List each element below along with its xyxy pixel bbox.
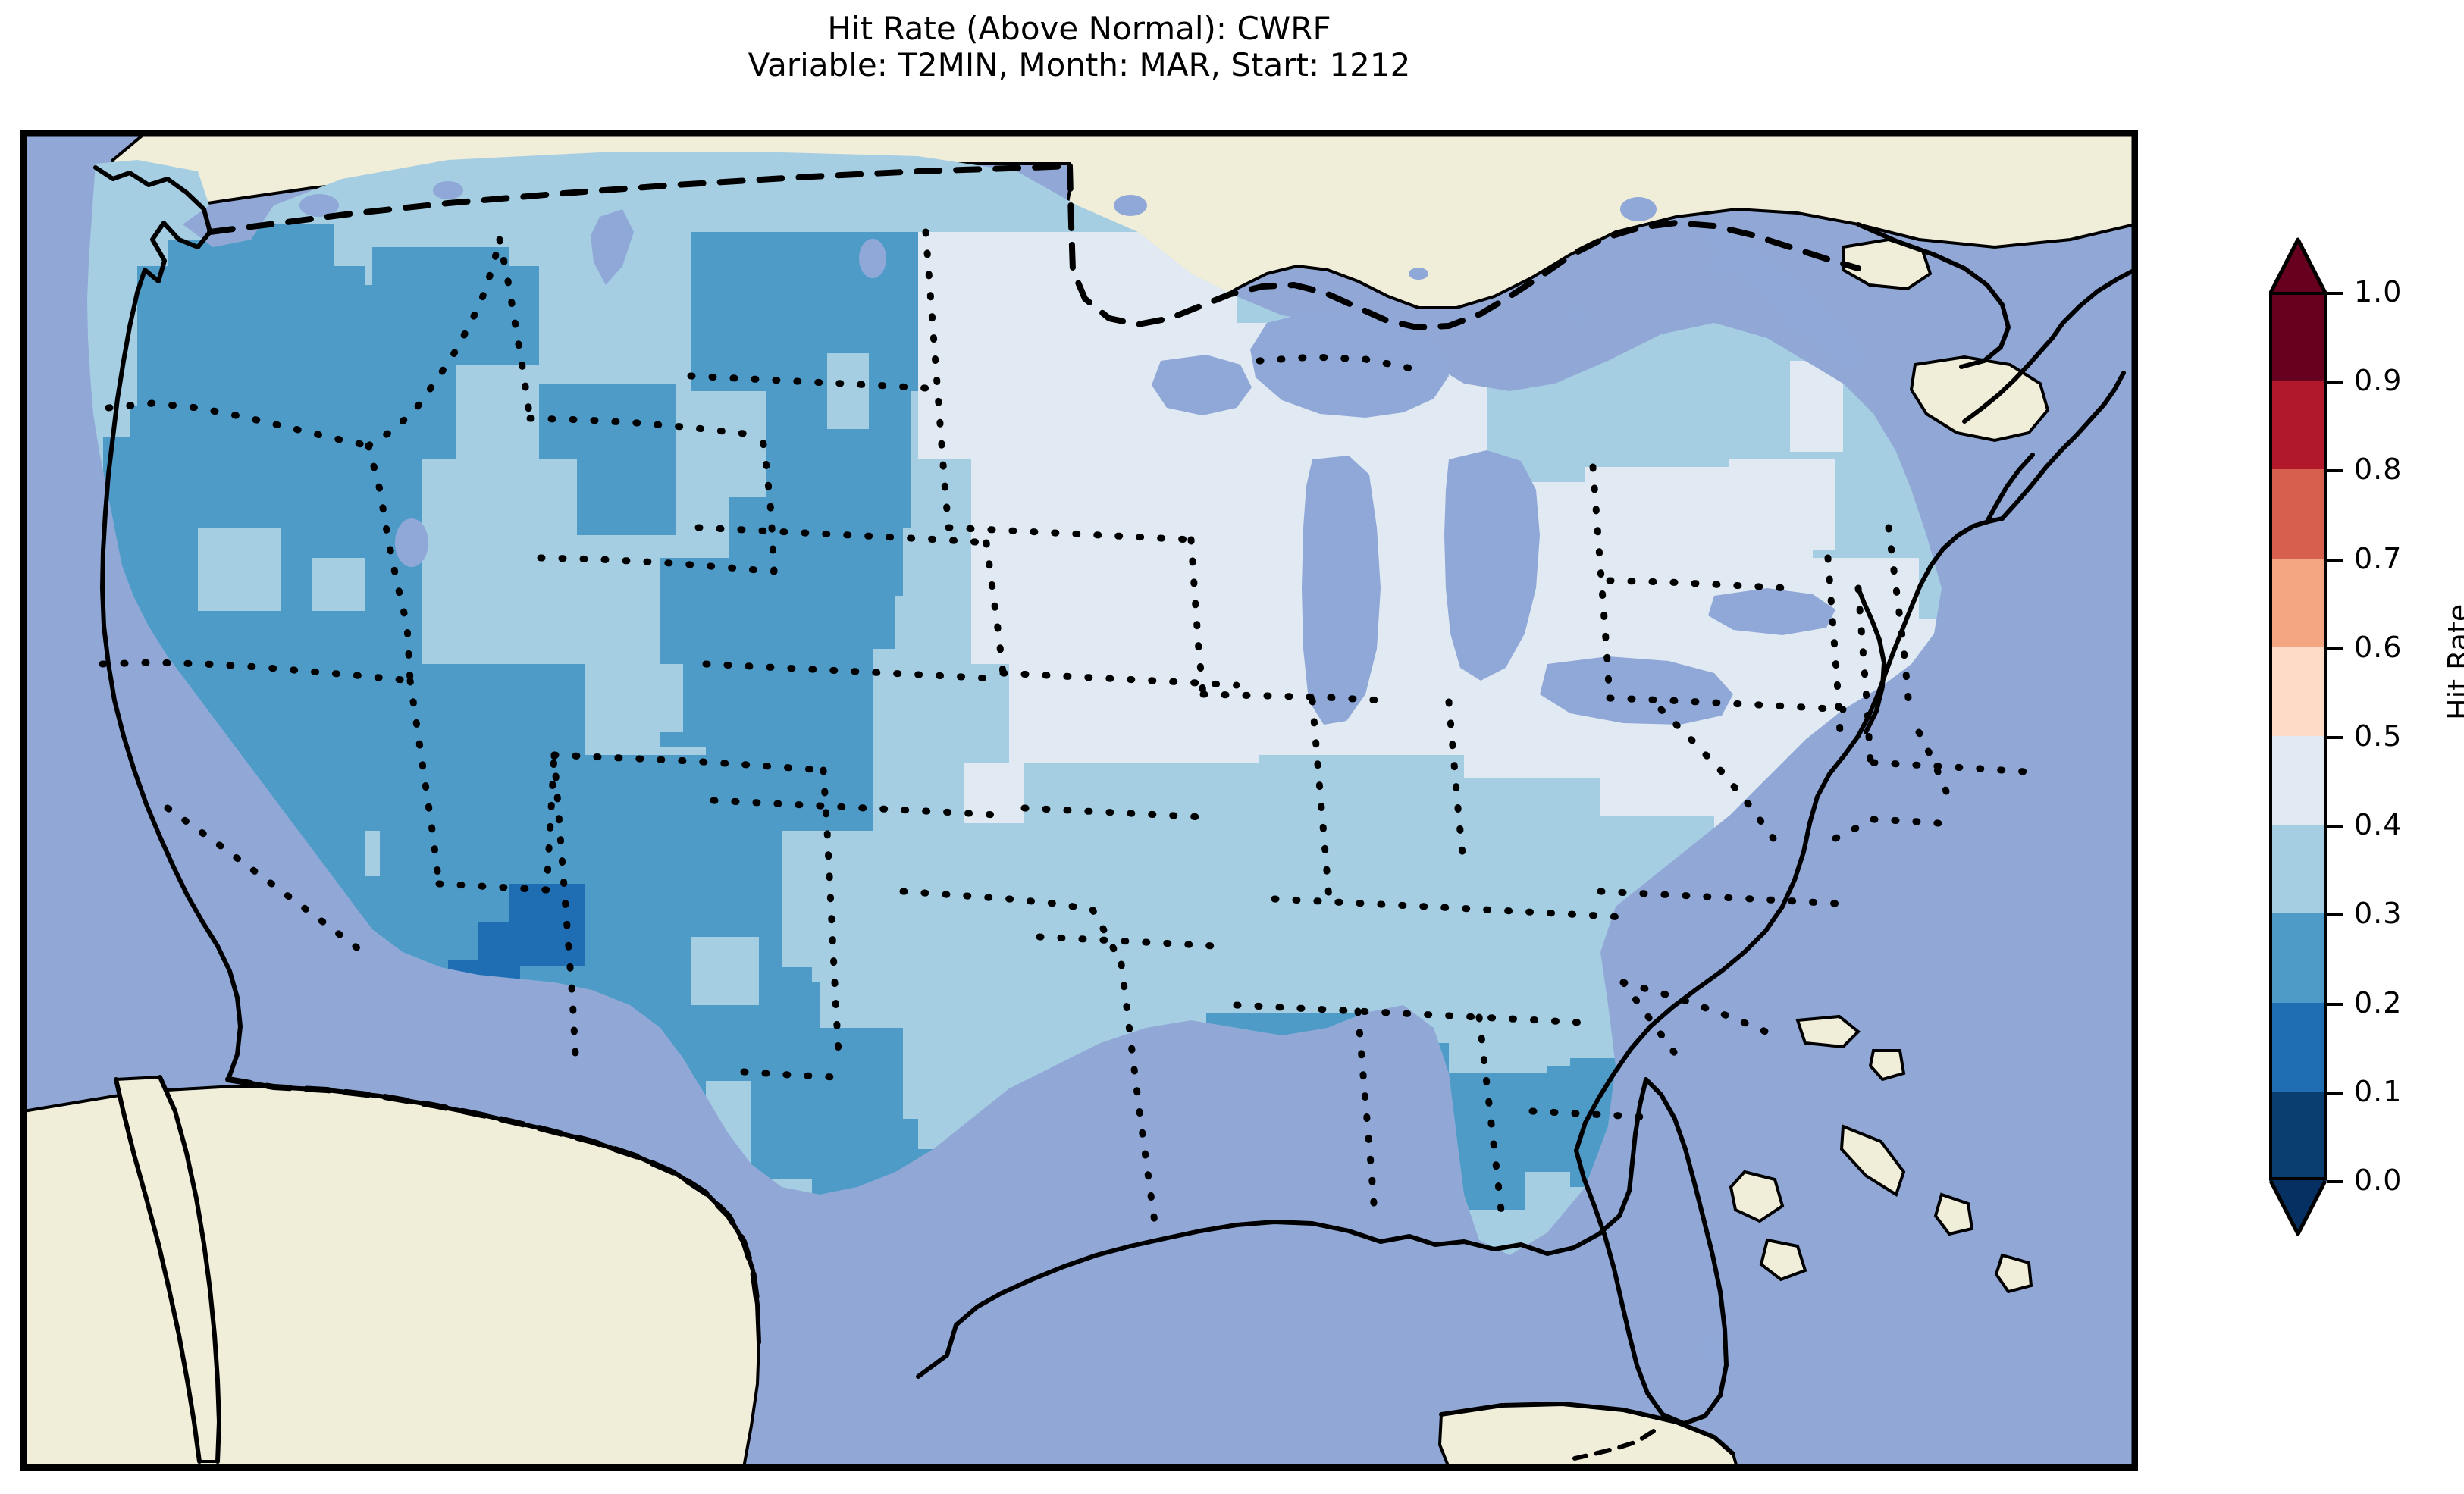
great-salt-lake [395, 518, 428, 567]
bahamas-3 [1839, 1124, 1906, 1198]
title-line-1: Hit Rate (Above Normal): CWRF [827, 10, 1331, 47]
colorbar-extend-bottom [2269, 1180, 2327, 1233]
lake-superior [1250, 312, 1449, 418]
colorbar-band-1 [2269, 381, 2327, 470]
title-line-2: Variable: T2MIN, Month: MAR, Start: 1212 [748, 45, 1411, 83]
colorbar-tick-label-0.2: 0.2 [2354, 985, 2403, 1019]
lake-erie [1540, 656, 1733, 725]
bahamas-7 [1994, 1253, 2033, 1294]
canada-lake-5 [1620, 197, 1657, 221]
colorbar-band-6 [2269, 825, 2327, 914]
colorbar-bands [2269, 292, 2327, 1181]
colorbar-tick-label-0.1: 0.1 [2354, 1074, 2403, 1108]
bahamas-4 [1729, 1170, 1785, 1223]
great-lakes-group [299, 181, 1866, 1362]
colorbar-tick-0.5 [2327, 736, 2343, 739]
colorbar-tick-1.0 [2327, 292, 2343, 295]
colorbar-tick-0.1 [2327, 1091, 2343, 1095]
bahamas-5 [1759, 1238, 1807, 1282]
colorbar-tick-label-0.9: 0.9 [2354, 364, 2403, 398]
canada-lake-9 [1409, 268, 1428, 280]
national-border-group [207, 163, 1861, 1308]
colorbar-tick-0.0 [2327, 1180, 2343, 1183]
chart-title: Hit Rate (Above Normal): CWRF Variable: … [0, 0, 2158, 83]
colorbar-band-9 [2269, 1091, 2327, 1181]
colorbar-axis-label: Hit Rate [2442, 603, 2464, 720]
colorbar-band-8 [2269, 1002, 2327, 1092]
lake-huron [1444, 450, 1540, 681]
colorbar-tick-label-0.4: 0.4 [2354, 808, 2403, 842]
lake-winnipeg [591, 209, 634, 285]
state-border-group [99, 228, 2029, 1236]
colorbar-tick-label-0.0: 0.0 [2354, 1164, 2403, 1197]
colorbar-tick-label-0.6: 0.6 [2354, 630, 2403, 664]
colorbar-tick-0.8 [2327, 469, 2343, 473]
colorbar-extend-bottom-outline [2269, 1180, 2327, 1236]
map-canvas [24, 133, 2135, 1467]
colorbar-extend-top [2269, 239, 2327, 292]
colorbar-band-7 [2269, 913, 2327, 1004]
colorbar-tick-label-0.3: 0.3 [2354, 897, 2403, 931]
colorbar-tick-label-0.5: 0.5 [2354, 719, 2403, 753]
colorbar[interactable]: 1.0 0.9 0.8 0.7 0.6 0.5 0.4 0.3 0.2 0.1 0.0 Hit Ra… [2269, 129, 2464, 1357]
canada-lake-1 [299, 194, 339, 217]
colorbar-band-5 [2269, 736, 2327, 825]
colorbar-tick-0.4 [2327, 825, 2343, 828]
canada-lake-4 [1114, 195, 1147, 216]
colorbar-tick-0.6 [2327, 647, 2343, 650]
st-lawrence-river [1704, 224, 1866, 370]
colorbar-tick-0.3 [2327, 913, 2343, 917]
canada-lake-2 [433, 181, 463, 199]
colorbar-tick-0.2 [2327, 1002, 2343, 1006]
colorbar-band-0 [2269, 292, 2327, 381]
colorbar-extend-top-outline [2269, 237, 2327, 293]
lake-okeechobee [1702, 1338, 1720, 1362]
colorbar-tick-0.7 [2327, 558, 2343, 562]
colorbar-band-4 [2269, 647, 2327, 737]
bahamas-6 [1933, 1192, 1974, 1236]
canada-lake-8 [1567, 309, 1588, 322]
map-plot-area [20, 130, 2138, 1471]
map-frame-border [24, 133, 2135, 1467]
colorbar-tick-label-0.7: 0.7 [2354, 541, 2403, 575]
bahamas-2 [1868, 1049, 1906, 1082]
colorbar-tick-label-1.0: 1.0 [2354, 275, 2403, 309]
lake-michigan [1302, 456, 1381, 725]
bahamas-1 [1795, 1014, 1861, 1049]
colorbar-band-3 [2269, 558, 2327, 648]
canada-lake-3 [859, 239, 886, 278]
colorbar-tick-label-0.8: 0.8 [2354, 453, 2403, 487]
colorbar-tick-0.9 [2327, 381, 2343, 384]
lake-superior-west [1152, 355, 1252, 415]
lake-ontario [1708, 588, 1835, 635]
colorbar-band-2 [2269, 469, 2327, 559]
